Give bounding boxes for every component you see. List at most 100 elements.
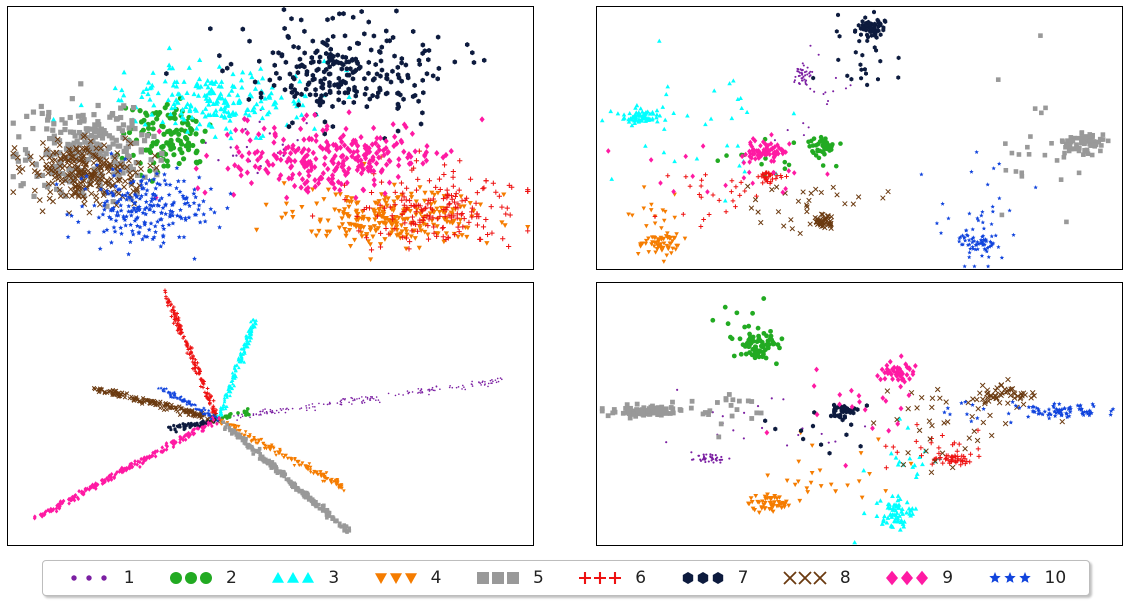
point-series-9 [885, 368, 890, 375]
point-series-6 [198, 368, 202, 372]
point-series-4 [635, 252, 641, 257]
point-series-10 [1077, 403, 1083, 409]
point-series-9 [811, 383, 817, 389]
point-series-7 [183, 422, 187, 427]
point-series-7 [857, 38, 862, 44]
point-series-10 [934, 221, 940, 226]
point-series-4 [429, 190, 435, 196]
point-series-4 [237, 428, 241, 433]
point-series-1 [255, 413, 258, 416]
point-series-5 [1019, 174, 1025, 179]
point-series-6 [451, 199, 458, 205]
point-series-7 [303, 86, 309, 92]
point-series-3 [665, 84, 671, 89]
point-series-1 [279, 407, 282, 410]
point-series-9 [67, 501, 71, 506]
point-series-3 [119, 87, 125, 93]
point-series-4 [422, 229, 428, 235]
point-series-2 [119, 155, 125, 161]
point-series-4 [859, 495, 865, 500]
point-series-8 [70, 177, 77, 184]
point-series-3 [744, 109, 750, 114]
point-series-4 [403, 229, 410, 235]
point-series-9 [301, 116, 307, 123]
point-series-10 [178, 207, 183, 213]
point-series-1 [806, 66, 809, 69]
point-series-8 [1020, 401, 1027, 408]
point-series-6 [439, 225, 446, 231]
point-series-8 [45, 170, 52, 177]
point-series-10 [137, 196, 143, 201]
point-series-4 [232, 426, 237, 430]
point-series-7 [313, 87, 318, 93]
point-series-10 [972, 264, 977, 269]
point-series-9 [296, 170, 303, 177]
point-series-2 [150, 140, 156, 146]
point-series-1 [712, 461, 715, 464]
point-series-2 [759, 339, 765, 345]
point-series-6 [452, 193, 459, 200]
point-series-8 [927, 436, 933, 442]
point-series-4 [431, 192, 437, 198]
legend-marker-3 [272, 572, 315, 583]
point-series-1 [258, 414, 260, 416]
point-series-9 [837, 401, 842, 408]
point-series-4 [313, 233, 319, 239]
point-series-9 [910, 371, 916, 378]
point-series-4 [796, 459, 802, 464]
point-series-4 [376, 211, 383, 217]
point-series-3 [711, 88, 717, 93]
point-series-9 [683, 153, 689, 160]
point-series-9 [383, 137, 389, 145]
point-series-6 [441, 171, 447, 178]
point-series-9 [326, 176, 332, 183]
point-series-1 [358, 397, 361, 400]
point-series-5 [689, 398, 695, 404]
point-series-8 [56, 172, 63, 178]
point-series-9 [164, 447, 169, 452]
point-series-10 [166, 192, 172, 197]
point-series-3 [615, 111, 621, 116]
point-series-10 [153, 193, 159, 198]
point-series-7 [373, 61, 378, 68]
point-series-10 [98, 186, 104, 192]
point-series-5 [256, 450, 261, 454]
point-series-8 [114, 177, 121, 184]
point-series-1 [326, 403, 329, 406]
point-series-3 [735, 143, 741, 148]
point-series-7 [306, 80, 312, 86]
point-series-7 [868, 29, 873, 35]
point-series-1 [369, 399, 372, 401]
point-series-2 [774, 361, 779, 367]
point-series-10 [170, 212, 176, 218]
point-series-1 [387, 392, 390, 395]
point-series-8 [885, 188, 891, 195]
point-series-6 [467, 176, 474, 182]
point-series-2 [777, 345, 782, 351]
point-series-3 [661, 150, 667, 155]
point-series-5 [1016, 152, 1022, 157]
series-9-bottom-right [764, 353, 918, 469]
point-series-2 [178, 141, 185, 147]
point-series-1 [314, 409, 316, 412]
point-series-3 [609, 176, 615, 181]
point-series-4 [808, 480, 814, 486]
point-series-4 [396, 215, 402, 221]
point-series-6 [442, 214, 448, 220]
point-series-7 [370, 93, 375, 99]
point-series-4 [675, 243, 681, 248]
point-series-7 [311, 59, 316, 65]
point-series-2 [734, 310, 740, 316]
point-series-4 [252, 436, 256, 440]
point-series-8 [93, 145, 100, 152]
point-series-1 [361, 396, 363, 398]
point-series-10 [144, 187, 150, 193]
point-series-9 [837, 391, 843, 398]
point-series-10 [996, 244, 1001, 249]
point-series-2 [236, 411, 240, 415]
point-series-4 [404, 232, 410, 238]
point-series-10 [97, 246, 103, 251]
point-series-6 [392, 189, 398, 195]
point-series-9 [282, 149, 288, 157]
point-series-5 [30, 125, 36, 132]
